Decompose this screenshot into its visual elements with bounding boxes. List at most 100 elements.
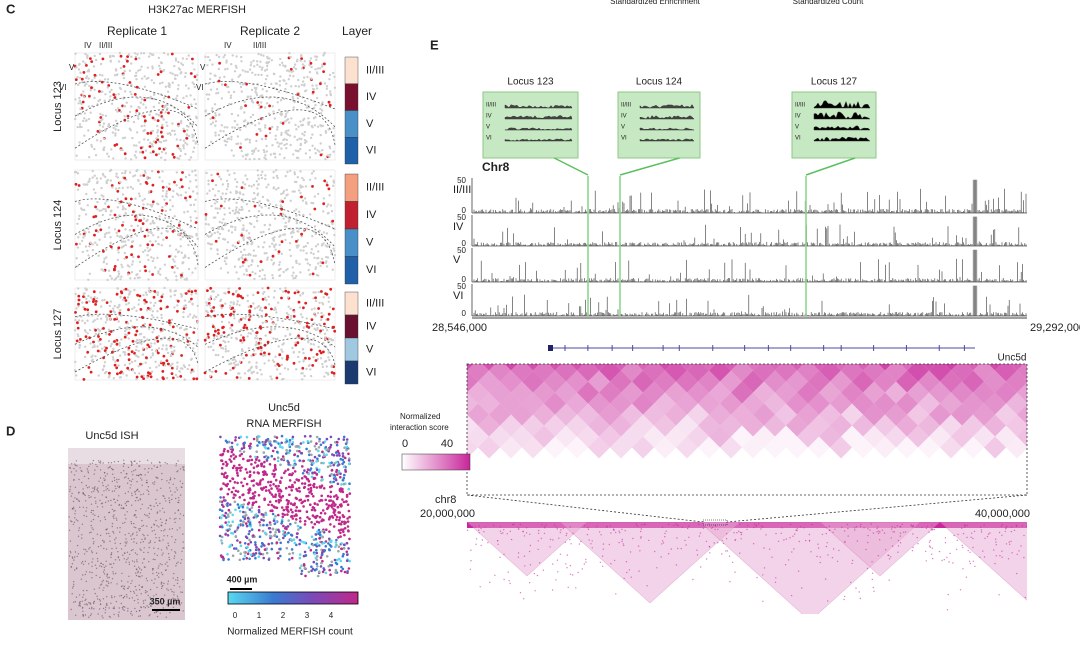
cell (254, 272, 257, 275)
cell (271, 144, 274, 147)
cell (295, 289, 299, 292)
cell (241, 228, 244, 231)
cell (144, 300, 148, 304)
cell (211, 116, 215, 119)
cell (191, 303, 194, 306)
cell (104, 209, 108, 213)
merfish-cell (332, 480, 336, 484)
cell (325, 85, 329, 88)
cell (242, 82, 246, 86)
cell (146, 246, 149, 249)
cell (169, 71, 172, 75)
merfish-cell (226, 534, 230, 537)
merfish-cell (250, 510, 253, 513)
cell (191, 136, 194, 139)
merfish-cell (238, 558, 242, 562)
cell (254, 353, 257, 356)
cell (89, 111, 92, 114)
ish-cell (94, 564, 97, 566)
cell (143, 249, 147, 252)
merfish-cell (301, 465, 304, 468)
cell (230, 329, 234, 332)
ish-cell (167, 553, 170, 555)
cell (99, 140, 103, 143)
merfish-cell (226, 502, 229, 505)
ish-cell (137, 474, 139, 477)
layer-swatch (344, 337, 359, 362)
cell (285, 138, 289, 142)
cell (318, 67, 322, 70)
cell (130, 360, 134, 364)
merfish-cell (263, 471, 267, 475)
cell (214, 120, 218, 123)
merfish-cell (320, 475, 324, 479)
ish-cell (141, 479, 143, 481)
cell (323, 322, 326, 326)
cell (229, 94, 233, 97)
cell (85, 75, 89, 78)
cell (113, 96, 117, 99)
merfish-cell (254, 556, 257, 560)
cell (281, 200, 285, 204)
cell (325, 265, 329, 268)
cell (111, 131, 115, 134)
ish-cell (116, 499, 119, 502)
cell (263, 290, 266, 294)
cell (103, 298, 106, 302)
cell (169, 355, 173, 358)
cell (165, 344, 168, 347)
cell (161, 170, 164, 173)
cell (146, 176, 149, 179)
cell (312, 356, 315, 359)
merfish-cell (298, 553, 302, 556)
cell (112, 307, 115, 310)
merfish-cell (249, 496, 252, 500)
cell (136, 293, 140, 297)
ish-cell (120, 585, 123, 588)
cell (241, 69, 244, 72)
cell (74, 117, 77, 121)
cell (303, 100, 307, 103)
cell (101, 74, 104, 77)
cell (327, 211, 330, 215)
cell (295, 274, 298, 278)
ish-cell (141, 586, 143, 588)
cell (157, 364, 161, 367)
cell (194, 315, 198, 319)
cell (173, 215, 176, 218)
cell (235, 363, 238, 367)
cell (301, 176, 304, 180)
ish-cell (124, 502, 127, 505)
cell (256, 378, 259, 381)
cell (288, 134, 292, 137)
cell (182, 147, 185, 150)
ish-cell (81, 481, 83, 484)
cell (194, 210, 197, 213)
cell (92, 188, 96, 191)
cell (255, 133, 259, 136)
merfish-cell (296, 454, 300, 458)
merfish-cell (263, 548, 267, 551)
ish-cell (148, 512, 151, 515)
cell (224, 140, 227, 143)
ish-cell (90, 509, 93, 512)
cell (87, 117, 91, 121)
merfish-cell (309, 489, 313, 492)
cell (276, 128, 279, 131)
ish-cell (170, 549, 173, 551)
cell (242, 357, 245, 360)
cell (162, 354, 166, 358)
cell (103, 371, 107, 375)
cell (208, 304, 211, 307)
ish-cell (136, 481, 138, 483)
ish-cell (167, 542, 169, 544)
ish-cell (173, 584, 175, 587)
cell (238, 287, 242, 290)
cell (97, 99, 100, 103)
merfish-cell (329, 573, 332, 576)
cell (227, 340, 230, 343)
cell (85, 183, 89, 186)
ish-cell (143, 551, 145, 554)
ish-cell (138, 615, 140, 617)
cell (257, 52, 260, 56)
